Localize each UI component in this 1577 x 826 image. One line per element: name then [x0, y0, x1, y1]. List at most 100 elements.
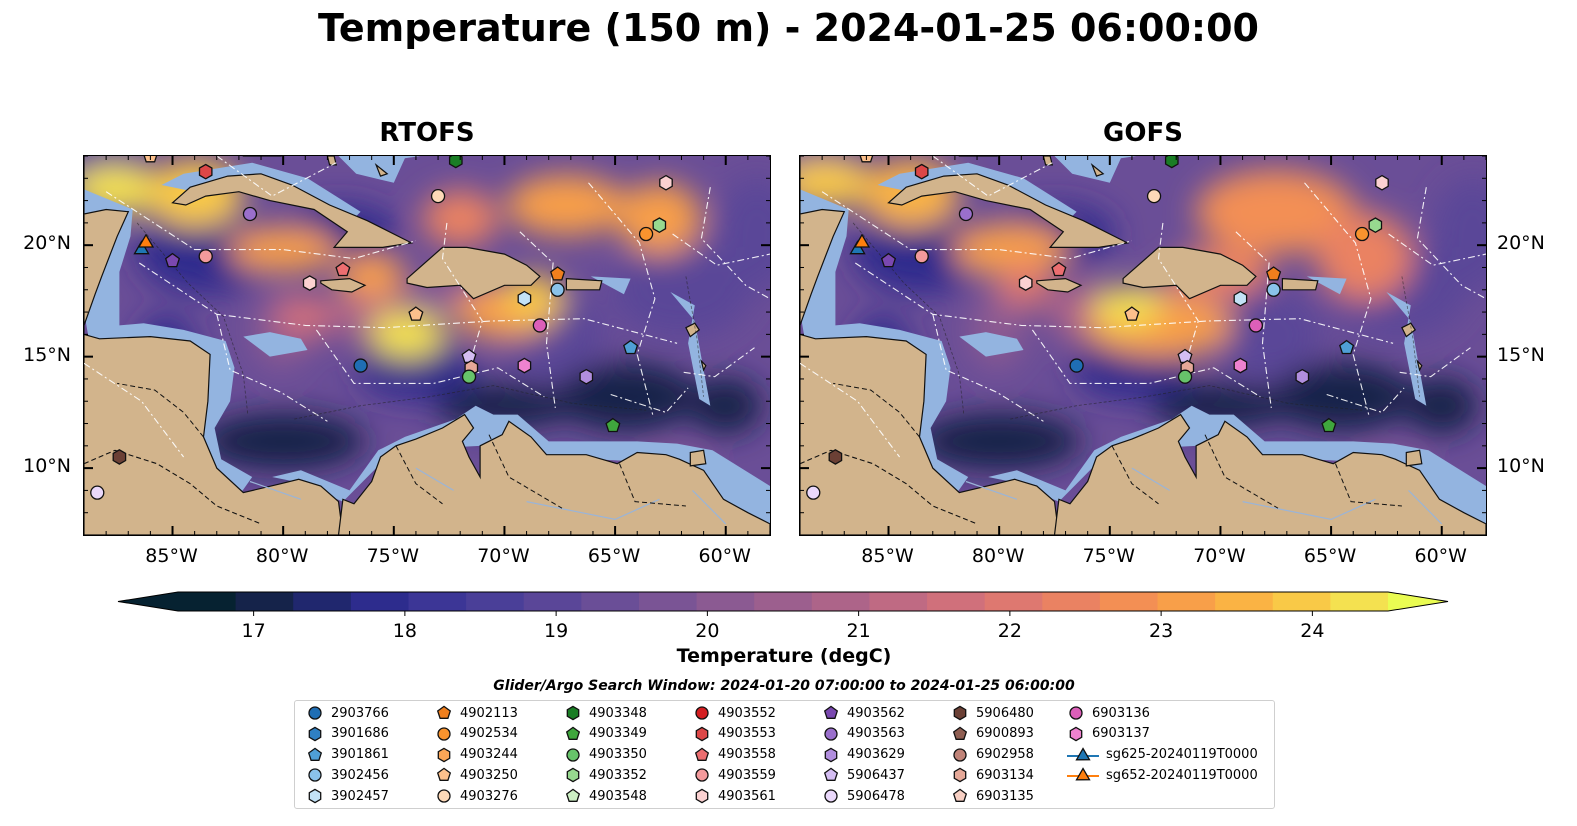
- legend-entry: 4903558: [692, 745, 776, 765]
- legend-marker-icon: [823, 705, 839, 719]
- float-marker: [958, 206, 974, 222]
- map-rtofs-svg: [84, 156, 770, 535]
- y-tick-label-right: 15°N: [1497, 343, 1545, 366]
- legend-marker-icon: [952, 726, 968, 740]
- float-marker: [550, 266, 566, 281]
- float-marker: [137, 233, 155, 248]
- legend-label: 4903276: [460, 788, 518, 804]
- float-marker: [914, 163, 929, 180]
- float-marker: [1266, 266, 1282, 281]
- float-marker: [605, 417, 621, 433]
- legend-entry: sg625-20240119T0000: [1066, 745, 1258, 765]
- figure-title: Temperature (150 m) - 2024-01-25 06:00:0…: [317, 6, 1259, 50]
- legend-entry: 3902457: [305, 786, 389, 806]
- legend-marker-icon: [953, 747, 967, 762]
- colorbar-segment: [235, 592, 294, 611]
- colorbar-segment: [293, 592, 352, 611]
- legend-entry: 4903553: [692, 724, 776, 744]
- legend-label: 6903136: [1092, 705, 1150, 721]
- legend-entry: 4903250: [434, 765, 518, 785]
- float-marker: [1295, 368, 1310, 385]
- legend-label: 4903553: [718, 726, 776, 742]
- float-marker: [353, 358, 368, 373]
- legend-marker: [1075, 746, 1091, 761]
- legend-marker-icon: [823, 767, 839, 782]
- colorbar: 17 18 19 20 21 22 23 24: [117, 591, 1449, 642]
- legend-marker-icon: [566, 747, 580, 762]
- legend-marker-icon: [952, 788, 968, 803]
- float-marker: [828, 449, 843, 465]
- legend-entry: 3901861: [305, 745, 389, 765]
- legend-marker-icon: [437, 727, 451, 741]
- legend-marker: [566, 747, 580, 762]
- float-marker: [408, 306, 424, 321]
- legend-label: 2903766: [331, 705, 389, 721]
- colorbar-segment: [1215, 592, 1274, 611]
- y-tick-label-left: 20°N: [23, 232, 71, 255]
- colorbar-segment: [869, 592, 928, 611]
- float-marker: [517, 357, 532, 374]
- legend-marker: [308, 788, 322, 804]
- x-tick-label: 75°W: [366, 545, 420, 567]
- colorbar-extend-low: [118, 592, 178, 611]
- x-tick-label: 80°W: [971, 545, 1025, 567]
- legend-label: 6903135: [976, 788, 1034, 804]
- legend-entry: 4902113: [434, 703, 518, 723]
- float-marker: [1339, 339, 1355, 355]
- map-panel-gofs[interactable]: [799, 155, 1487, 536]
- float-marker: [1233, 357, 1248, 374]
- legend-entry: 4903563: [821, 724, 905, 744]
- legend-entry: 6903135: [950, 786, 1034, 806]
- legend-entry: 4903561: [692, 786, 776, 806]
- legend-entry: 5906480: [950, 703, 1034, 723]
- float-marker: [335, 261, 351, 277]
- float-marker: [638, 226, 654, 242]
- legend-marker: [952, 788, 968, 803]
- map-panel-rtofs[interactable]: [83, 155, 771, 536]
- x-tick-label: 60°W: [1414, 545, 1467, 567]
- legend-entry: 4903559: [692, 765, 776, 785]
- legend-marker-icon: [307, 747, 323, 761]
- legend-entry: 6903136: [1066, 703, 1150, 723]
- legend-label: 6900893: [976, 726, 1034, 742]
- legend-entry: 3902456: [305, 765, 389, 785]
- legend-marker: [307, 747, 323, 761]
- float-marker: [853, 233, 871, 248]
- legend-label: 4903548: [589, 788, 647, 804]
- legend-label: 4903552: [718, 705, 776, 721]
- legend-marker-icon: [436, 767, 452, 782]
- legend-entry: 4903629: [821, 745, 905, 765]
- colorbar-segment: [811, 592, 871, 611]
- float-marker: [1266, 282, 1281, 297]
- float-marker: [242, 206, 258, 222]
- legend-label: 4903250: [460, 767, 518, 783]
- legend-label: sg625-20240119T0000: [1106, 747, 1258, 763]
- legend-entry: 4903244: [434, 745, 518, 765]
- float-marker: [302, 275, 317, 291]
- legend-label: 4903349: [589, 726, 647, 742]
- legend-marker: [436, 705, 452, 719]
- y-tick-label-right: 10°N: [1497, 455, 1545, 478]
- legend-marker-icon: [695, 768, 709, 783]
- float-marker: [806, 485, 821, 500]
- float-marker: [112, 449, 127, 465]
- legend-marker-icon: [695, 726, 709, 742]
- legend-marker-icon: [824, 789, 838, 803]
- legend-marker: [953, 747, 967, 762]
- colorbar-segment: [1042, 592, 1101, 611]
- colorbar-segment: [754, 592, 813, 611]
- float-marker: [1368, 217, 1383, 234]
- colorbar-tick-label: 22: [998, 620, 1022, 642]
- legend-marker: [1069, 726, 1083, 742]
- legend-marker-icon: [308, 768, 322, 783]
- legend-entry: 4902534: [434, 724, 518, 744]
- legend-marker: [824, 727, 838, 741]
- legend-label: 4903350: [589, 747, 647, 763]
- legend-entry: 6902958: [950, 745, 1034, 765]
- x-tick-label: 85°W: [145, 545, 198, 567]
- legend-entry: 4903348: [563, 703, 647, 723]
- legend-label: 4903629: [847, 747, 905, 763]
- colorbar-segment: [638, 592, 698, 611]
- legend-marker: [436, 767, 452, 782]
- y-tick-label-right: 20°N: [1497, 232, 1545, 255]
